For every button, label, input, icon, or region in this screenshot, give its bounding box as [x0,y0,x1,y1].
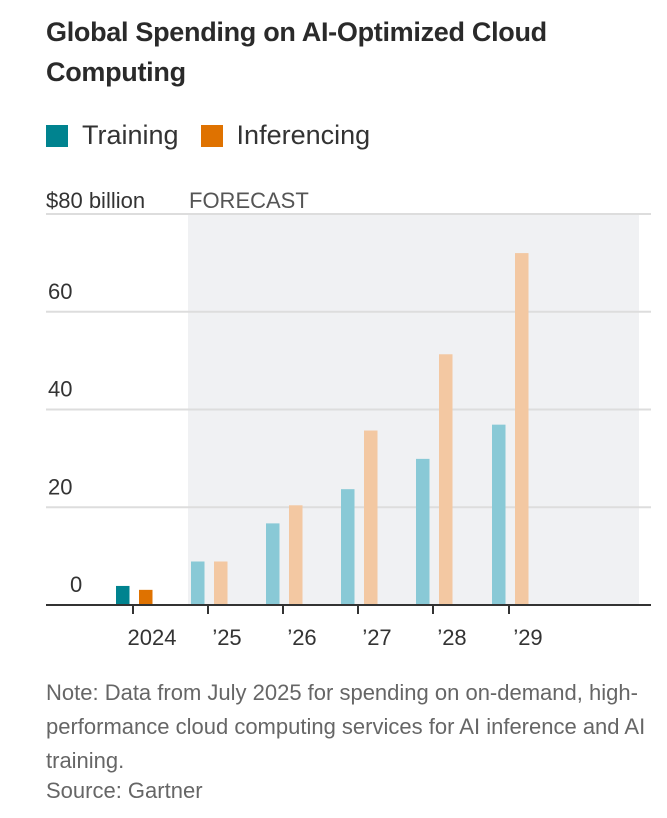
bar-inferencing [289,505,303,605]
chart-title: Global Spending on AI-Optimized Cloud Co… [46,17,547,87]
x-tick-label: ’27 [362,625,391,650]
bar-inferencing [364,430,378,605]
bar-training [341,489,355,605]
x-tick-label: ’25 [212,625,241,650]
bar-inferencing [439,354,453,605]
bar-training [416,458,430,605]
legend-label-training: Training [82,120,179,150]
x-tick-label: ’26 [287,625,316,650]
y-tick-label: 0 [70,572,82,597]
y-tick-label: 40 [48,377,72,402]
x-tick-label: ’28 [437,625,466,650]
bar-inferencing [139,589,153,605]
legend-swatch-training [46,124,68,147]
bar-inferencing [515,253,529,605]
bar-training [266,523,280,605]
legend-item-training: Training [46,120,179,151]
y-tick-label: 60 [48,279,72,304]
forecast-label: FORECAST [189,188,309,213]
bar-training [492,424,506,605]
chart-note: Note: Data from July 2025 for spending o… [46,680,646,773]
chart-source: Source: Gartner [46,778,203,803]
legend-item-inferencing: Inferencing [200,120,371,151]
bar-training [116,585,130,605]
y-tick-label: $80 billion [46,188,145,213]
x-tick-label: ’29 [513,625,542,650]
bar-training [191,561,205,605]
x-tick-label: 2024 [128,625,177,650]
legend-label-inferencing: Inferencing [236,120,371,150]
legend-swatch-inferencing [200,124,223,147]
legend: Training Inferencing [46,120,392,151]
y-tick-label: 20 [48,474,72,499]
bar-inferencing [214,561,228,605]
